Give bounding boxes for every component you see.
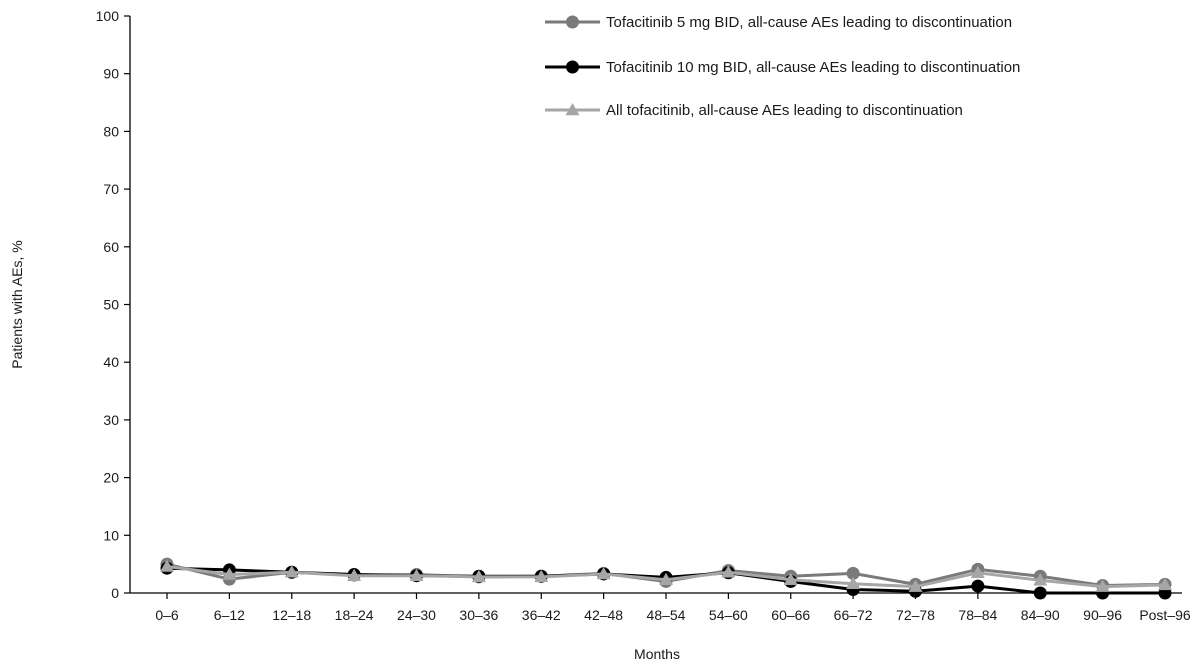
y-tick-label: 20 xyxy=(103,470,119,486)
y-tick-label: 60 xyxy=(103,239,119,255)
y-tick-label: 90 xyxy=(103,66,119,82)
legend-label: Tofacitinib 5 mg BID, all-cause AEs lead… xyxy=(606,14,1012,31)
data-point xyxy=(846,576,861,590)
legend-entry-2: Tofacitinib 10 mg BID, all-cause AEs lea… xyxy=(545,59,1020,76)
data-point xyxy=(1033,586,1047,600)
y-tick-label: 0 xyxy=(111,585,119,601)
data-point xyxy=(783,572,798,585)
legend-marker xyxy=(565,103,580,116)
data-point xyxy=(284,565,299,578)
series-layer xyxy=(160,557,1172,600)
x-axis-title: Months xyxy=(634,646,680,662)
y-tick-label: 40 xyxy=(103,354,119,370)
x-tick-label: 84–90 xyxy=(1021,607,1060,623)
data-point xyxy=(596,566,611,580)
y-tick-label: 50 xyxy=(103,297,119,313)
x-tick-label: 12–18 xyxy=(272,607,311,623)
data-point xyxy=(1033,573,1048,586)
x-tick-label: 66–72 xyxy=(834,607,873,623)
x-tick-label: 36–42 xyxy=(522,607,561,623)
legend: Tofacitinib 5 mg BID, all-cause AEs lead… xyxy=(545,14,1020,119)
data-point xyxy=(222,567,237,580)
y-tick-label: 70 xyxy=(103,181,119,197)
y-tick-label: 30 xyxy=(103,412,119,428)
x-tick-label: 42–48 xyxy=(584,607,623,623)
y-axis: 0 10 20 30 40 50 60 70 80 90 100 xyxy=(96,8,131,601)
x-tick-label: 18–24 xyxy=(335,607,374,623)
legend-entry-3: All tofacitinib, all-cause AEs leading t… xyxy=(545,102,963,119)
x-tick-label: 60–66 xyxy=(771,607,810,623)
x-tick-label: 78–84 xyxy=(958,607,997,623)
x-tick-label: 0–6 xyxy=(155,607,179,623)
legend-marker xyxy=(566,15,579,29)
legend-entry-1: Tofacitinib 5 mg BID, all-cause AEs lead… xyxy=(545,14,1012,31)
x-tick-label: Post–96 xyxy=(1139,607,1191,623)
data-point xyxy=(846,566,860,580)
data-point xyxy=(659,572,673,585)
data-point xyxy=(534,569,549,583)
y-tick-label: 80 xyxy=(103,123,119,139)
data-point xyxy=(971,579,985,593)
y-tick-label: 10 xyxy=(103,527,119,543)
x-axis: 0–6 6–12 12–18 18–24 24–30 30–36 36–42 42–48 48–… xyxy=(130,592,1191,623)
legend-marker xyxy=(566,60,579,74)
y-axis-title: Patients with AEs, % xyxy=(9,240,25,368)
data-point xyxy=(409,568,424,581)
data-point xyxy=(1158,577,1172,591)
data-point xyxy=(908,579,923,592)
data-point xyxy=(471,569,486,583)
data-point xyxy=(970,565,985,579)
data-point xyxy=(347,568,362,581)
x-tick-label: 6–12 xyxy=(214,607,245,623)
series-3 xyxy=(160,559,1172,592)
data-point xyxy=(160,559,174,572)
x-tick-label: 54–60 xyxy=(709,607,748,623)
x-tick-label: 72–78 xyxy=(896,607,935,623)
y-tick-label: 100 xyxy=(96,8,120,24)
data-point xyxy=(721,565,736,578)
x-tick-label: 90–96 xyxy=(1083,607,1122,623)
x-tick-label: 24–30 xyxy=(397,607,436,623)
x-tick-label: 48–54 xyxy=(647,607,686,623)
x-tick-label: 30–36 xyxy=(459,607,498,623)
data-point xyxy=(1095,579,1110,592)
legend-label: All tofacitinib, all-cause AEs leading t… xyxy=(606,102,963,119)
legend-label: Tofacitinib 10 mg BID, all-cause AEs lea… xyxy=(606,59,1020,76)
